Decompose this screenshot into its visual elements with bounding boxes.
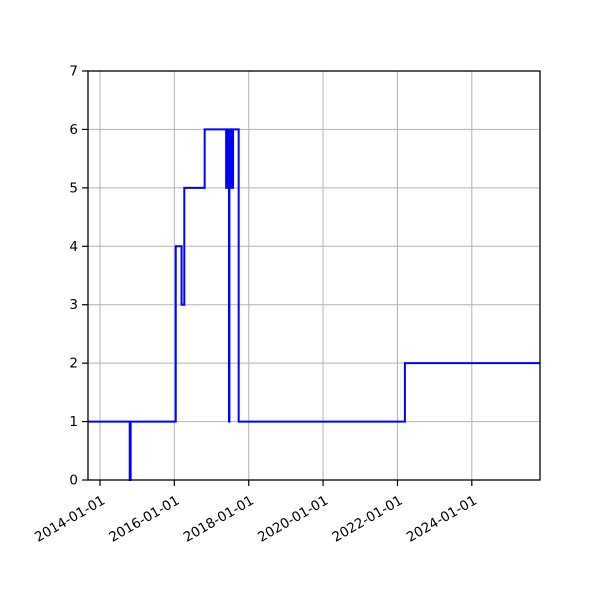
plot-border — [87, 70, 541, 481]
y-tick-label: 1 — [69, 414, 78, 430]
series-line — [88, 128, 540, 481]
x-tick-label: 2018-01-01 — [181, 493, 257, 546]
y-tick-label: 4 — [69, 239, 78, 255]
x-tick-label: 2020-01-01 — [255, 493, 331, 546]
x-tick-label: 2022-01-01 — [330, 493, 406, 546]
y-tick-label: 3 — [69, 297, 78, 313]
series-path — [88, 128, 540, 481]
tick-marks — [82, 70, 473, 486]
y-tick-label: 6 — [69, 122, 78, 138]
plot-area — [88, 71, 540, 480]
x-tick-label: 2014-01-01 — [32, 493, 108, 546]
x-tick-label: 2016-01-01 — [106, 493, 182, 546]
y-tick-label: 2 — [69, 356, 78, 372]
y-tick-label: 5 — [69, 180, 78, 196]
x-tick-label: 2024-01-01 — [404, 493, 480, 546]
axes-box — [87, 70, 541, 481]
y-tick-label: 7 — [69, 64, 78, 80]
y-tick-label: 0 — [69, 473, 78, 489]
